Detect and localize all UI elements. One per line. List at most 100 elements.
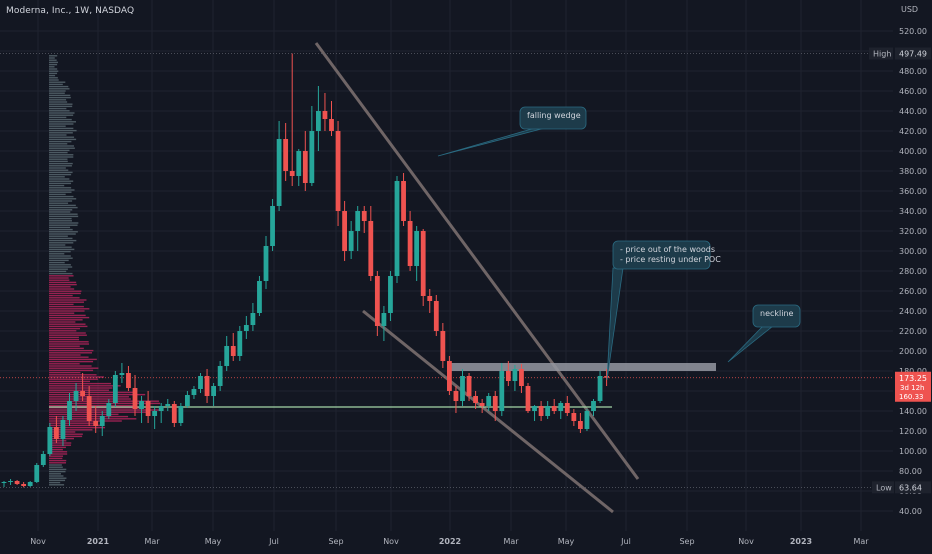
volume-bar	[49, 389, 110, 391]
volume-bar	[49, 382, 112, 385]
candle-body	[263, 246, 269, 281]
candle-body	[407, 221, 413, 266]
price-tick-label: 460.00	[899, 87, 927, 96]
time-tick-label: May	[558, 537, 575, 546]
candle-body	[355, 211, 361, 231]
neckline-zone	[451, 363, 716, 371]
last-price-value: 173.25	[899, 374, 927, 383]
volume-bar	[49, 297, 80, 299]
candle-body	[335, 131, 341, 211]
volume-bar	[49, 448, 63, 451]
candle-body	[329, 119, 334, 131]
candle-body	[283, 139, 289, 171]
candle-body	[388, 276, 393, 313]
candle-body	[466, 376, 472, 396]
volume-bar	[49, 213, 78, 215]
volume-bar	[49, 464, 62, 466]
candle-body	[217, 366, 223, 386]
volume-bar	[49, 68, 58, 70]
volume-bar	[49, 204, 76, 207]
volume-bar	[49, 393, 146, 396]
candle-body	[473, 396, 478, 403]
candle-body	[414, 231, 420, 266]
candle-body	[250, 313, 256, 325]
volume-bar	[49, 61, 59, 64]
candle-body	[361, 211, 367, 221]
volume-bar	[49, 321, 76, 323]
candle-body	[270, 206, 275, 246]
volume-bar	[49, 354, 81, 356]
volume-bar	[49, 470, 66, 473]
volume-bar	[49, 202, 69, 204]
volume-bar	[49, 134, 67, 136]
volume-bar	[49, 374, 97, 376]
candle-body	[289, 171, 295, 176]
currency-label: USD	[901, 5, 918, 14]
time-tick-label: Mar	[144, 537, 160, 546]
volume-bar	[49, 391, 137, 394]
candle-body	[597, 376, 603, 401]
price-tick-label: 320.00	[899, 227, 927, 236]
volume-bar	[49, 127, 74, 130]
falling-wedge-callout-text: falling wedge	[527, 111, 581, 120]
candle-body	[243, 325, 249, 331]
volume-bar	[49, 121, 76, 123]
price-tick-label: 360.00	[899, 187, 927, 196]
candle-body	[591, 401, 596, 411]
time-tick-label: Sep	[328, 537, 343, 546]
falling-wedge-callout-box	[519, 106, 587, 130]
candle-body	[447, 361, 452, 391]
volume-bar	[49, 226, 71, 229]
volume-bar	[49, 429, 93, 431]
candle-body	[420, 231, 426, 296]
volume-bar	[49, 387, 113, 389]
time-axis-bg	[0, 531, 893, 550]
grid	[0, 0, 893, 531]
candle-body	[132, 388, 138, 409]
candle-body	[302, 151, 308, 183]
volume-bar	[49, 475, 64, 477]
wedge-lower-line	[362, 309, 614, 514]
volume-bar	[49, 420, 122, 422]
volume-bar	[49, 154, 74, 156]
volume-bar	[49, 310, 85, 312]
low-label: Low	[876, 483, 892, 492]
time-tick-label: 2021	[87, 537, 110, 546]
low-value-bg	[895, 481, 931, 494]
volume-bar	[49, 316, 90, 319]
volume-bar	[49, 94, 71, 97]
volume-bar	[49, 77, 58, 79]
last-price-badge	[895, 371, 931, 402]
candle-body	[394, 181, 400, 276]
volume-bar	[49, 158, 68, 160]
last-price-sub: 160.33	[899, 393, 924, 401]
candle-body	[185, 395, 190, 406]
candle-body	[178, 406, 184, 423]
price-tick-label: 140.00	[899, 407, 927, 416]
chart-title: Moderna, Inc., 1W, NASDAQ	[6, 6, 135, 16]
volume-bar	[49, 268, 68, 270]
volume-bar	[49, 283, 77, 286]
volume-bar	[49, 303, 74, 306]
candle-body	[224, 346, 230, 366]
breakout-callout-box	[612, 240, 711, 270]
falling-wedge-callout-tail	[437, 127, 546, 157]
volume-bar	[49, 334, 87, 336]
volume-bar	[49, 369, 94, 372]
volume-bar	[49, 72, 58, 75]
falling-wedge-callout: falling wedge	[437, 106, 587, 157]
volume-bar	[49, 176, 65, 178]
price-tick-label: 420.00	[899, 127, 927, 136]
volume-bar	[49, 261, 65, 264]
volume-bar	[49, 257, 73, 259]
volume-bar	[49, 371, 81, 374]
volume-bar	[49, 66, 55, 68]
price-tick-label: 400.00	[899, 147, 927, 156]
volume-bar	[49, 160, 68, 163]
candle-body	[237, 331, 243, 356]
volume-bar	[49, 110, 70, 112]
volume-bar	[49, 101, 68, 103]
candle-body	[139, 401, 144, 409]
